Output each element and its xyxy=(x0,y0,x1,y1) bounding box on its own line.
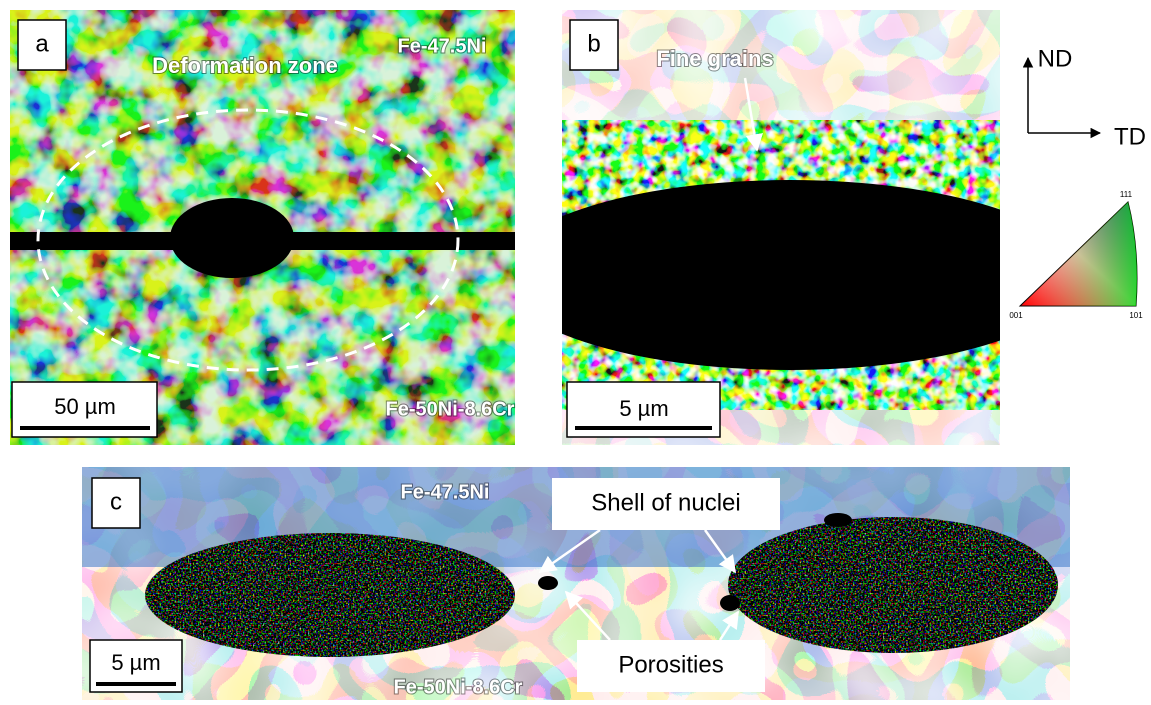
material-label: Fe-47.5Ni xyxy=(398,35,487,57)
arrow xyxy=(564,590,611,641)
annotation: Deformation zone xyxy=(152,53,338,78)
annotation: Shell of nuclei xyxy=(591,489,740,516)
nuclei-region xyxy=(145,533,515,657)
scale-bar-label: 50 µm xyxy=(54,394,116,419)
deformation-zone-outline xyxy=(36,108,460,372)
annotation: Porosities xyxy=(618,651,723,678)
panel-label: c xyxy=(110,488,122,515)
void xyxy=(170,198,294,278)
panel-a-map xyxy=(10,10,515,445)
axis-label: TD xyxy=(1114,123,1146,150)
ipf-label: 111 xyxy=(1120,190,1133,199)
pore xyxy=(824,513,852,527)
ipf-shade xyxy=(1020,202,1137,306)
scale-bar-label: 5 µm xyxy=(619,396,668,421)
label-box xyxy=(91,477,141,529)
pore xyxy=(720,595,740,611)
arrow xyxy=(703,529,737,574)
panel-c-map xyxy=(82,467,1070,700)
panel-label: a xyxy=(35,30,49,57)
panel-label: b xyxy=(587,30,600,57)
axis-label: ND xyxy=(1038,45,1073,72)
annotation: Fine grains xyxy=(656,46,773,71)
panel-b-map xyxy=(562,10,1000,445)
material-label: Fe-47.5Ni xyxy=(401,481,490,503)
ipf-label: 101 xyxy=(1129,311,1143,320)
scale-bar-label: 5 µm xyxy=(111,650,160,675)
pore xyxy=(538,576,558,590)
annotation-box xyxy=(577,640,765,692)
label-box xyxy=(569,19,619,71)
void xyxy=(562,180,1000,370)
ipf-label: 001 xyxy=(1009,311,1023,320)
arrow xyxy=(718,610,740,641)
material-label: Fe-50Ni-8.6Cr xyxy=(394,676,523,698)
arrow xyxy=(538,528,601,574)
material-label: Fe-50Ni-8.6Cr xyxy=(386,398,515,420)
annotation-box xyxy=(552,478,780,530)
arrow xyxy=(743,77,764,152)
nuclei-region xyxy=(728,517,1058,653)
label-box xyxy=(17,19,67,71)
